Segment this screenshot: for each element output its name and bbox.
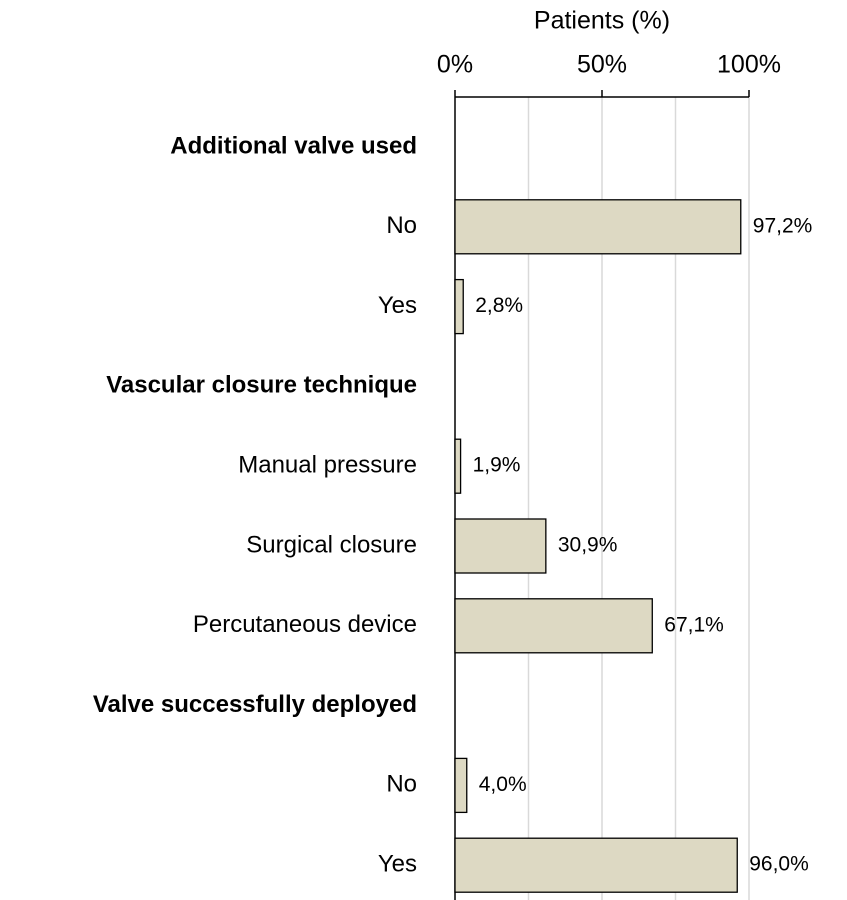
bar	[454, 837, 738, 893]
group-heading: Vascular closure technique	[106, 372, 417, 399]
data-label: 96,0%	[749, 853, 809, 876]
x-tick-label: 0%	[437, 51, 473, 79]
data-label: 67,1%	[664, 613, 724, 636]
x-tick-label: 50%	[577, 51, 627, 79]
data-label: 1,9%	[473, 454, 521, 477]
y-tick-label: Yes	[378, 851, 417, 878]
bar	[454, 757, 468, 814]
bar	[454, 278, 464, 335]
bar	[454, 518, 547, 574]
x-tick-label: 100%	[717, 51, 781, 79]
y-tick-label: No	[386, 212, 417, 239]
group-heading: Additional valve used	[170, 132, 417, 159]
y-tick-label: Manual pressure	[238, 452, 417, 479]
data-label: 4,0%	[479, 773, 527, 796]
y-tick-label: Percutaneous device	[193, 611, 417, 638]
axis-title: Patients (%)	[534, 7, 670, 35]
bar	[454, 199, 742, 255]
data-label: 2,8%	[475, 294, 523, 317]
y-tick-label: Yes	[378, 292, 417, 319]
group-heading: Valve successfully deployed	[93, 691, 417, 718]
bar	[454, 598, 653, 654]
y-tick-label: No	[386, 771, 417, 798]
data-label: 30,9%	[558, 534, 618, 557]
y-tick-label: Surgical closure	[246, 531, 417, 558]
data-label: 97,2%	[753, 214, 813, 237]
bar	[454, 438, 462, 494]
